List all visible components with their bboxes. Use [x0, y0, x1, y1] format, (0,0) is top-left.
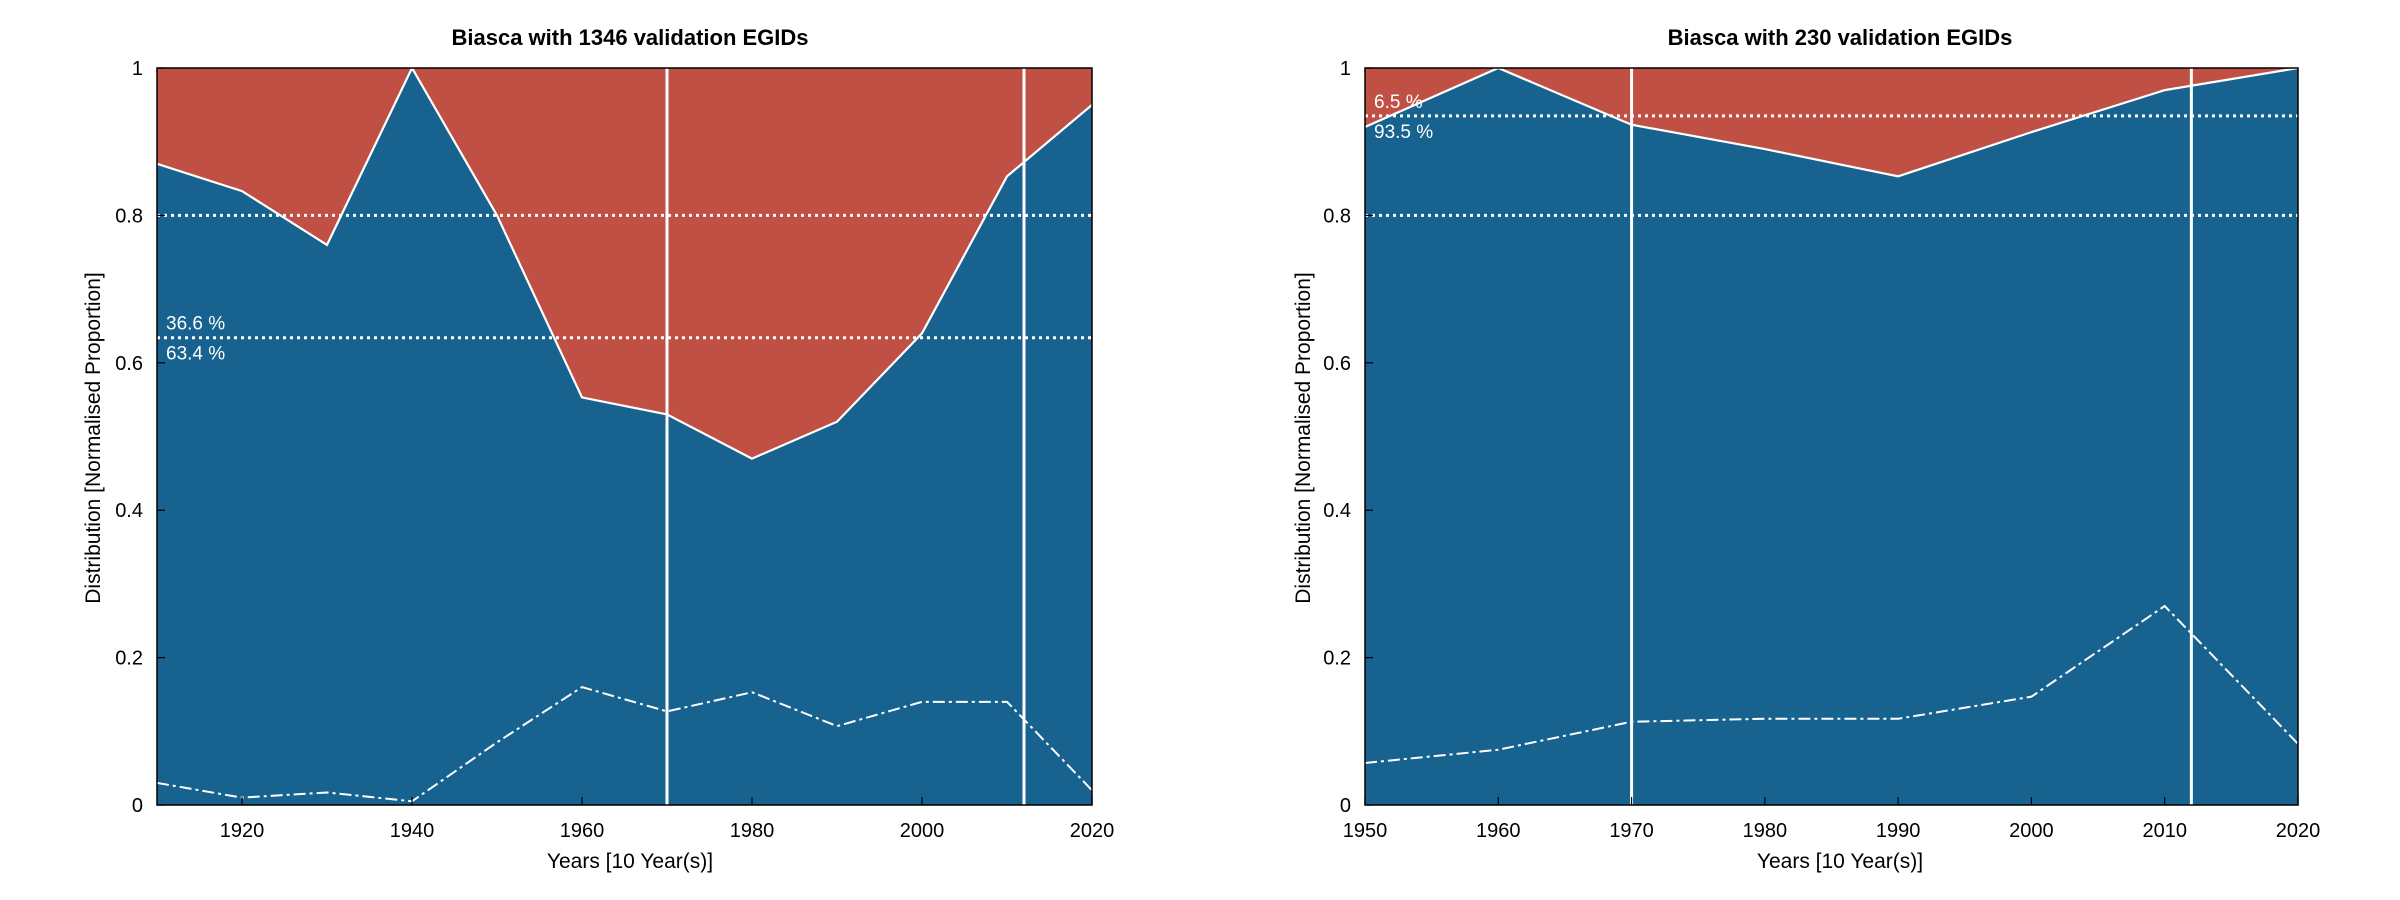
y-axis-label: Distribution [Normalised Proportion] [1292, 272, 1315, 603]
x-tick-label: 1950 [1343, 820, 1388, 842]
chart-panel-left: Biasca with 1346 validation EGIDs Years … [82, 25, 1114, 873]
y-axis-label: Distribution [Normalised Proportion] [82, 272, 105, 603]
x-axis-label: Years [10 Year(s)] [547, 850, 713, 873]
x-tick-label: 1970 [1609, 820, 1654, 842]
x-tick-label: 1980 [1743, 820, 1788, 842]
percent-label-lower: 63.4 % [166, 344, 225, 365]
dashdot-series-line [1364, 604, 2299, 764]
percent-label-upper: 36.6 % [166, 314, 225, 335]
x-tick-label: 1940 [390, 820, 435, 842]
x-tick-label: 2010 [2142, 820, 2187, 842]
x-tick-label: 1920 [220, 820, 265, 842]
x-tick-label: 2020 [1070, 820, 1115, 842]
boundary-line [156, 65, 1093, 460]
chart-title: Biasca with 230 validation EGIDs [1668, 25, 2013, 50]
y-tick-label: 0.8 [1323, 205, 1351, 227]
x-tick-label: 1960 [560, 820, 605, 842]
boundary-line [1364, 66, 2299, 178]
y-tick-label: 0 [132, 795, 143, 817]
x-tick-label: 2000 [900, 820, 945, 842]
y-tick-label: 0.4 [115, 500, 143, 522]
y-tick-label: 0.8 [115, 205, 143, 227]
y-tick-label: 1 [1340, 58, 1351, 80]
y-tick-label: 0.6 [115, 353, 143, 375]
y-tick-label: 0.2 [115, 648, 143, 670]
axes-frame [1364, 67, 2299, 806]
percent-label-upper: 6.5 % [1374, 92, 1423, 113]
y-tick-label: 0.4 [1323, 500, 1351, 522]
area-lower-category [1365, 68, 2298, 805]
plot-area: 36.6 % 63.4 % 1920 1940 1960 1980 2000 2020 0 0.2… [115, 58, 1114, 842]
dashdot-series-line [156, 685, 1093, 803]
x-tick-label: 1990 [1876, 820, 1921, 842]
axes-frame [156, 67, 1093, 806]
y-tick-label: 0.6 [1323, 353, 1351, 375]
x-tick-label: 1980 [730, 820, 775, 842]
y-tick-label: 1 [132, 58, 143, 80]
plot-area: 6.5 % 93.5 % 1950 1960 1970 1980 1990 2000 2010 2… [1323, 58, 2320, 842]
area-lower-category [157, 68, 1092, 805]
y-tick-label: 0 [1340, 795, 1351, 817]
x-tick-label: 2020 [2276, 820, 2321, 842]
x-tick-label: 1960 [1476, 820, 1521, 842]
x-axis-label: Years [10 Year(s)] [1757, 850, 1923, 873]
chart-panel-right: Biasca with 230 validation EGIDs Years [… [1292, 25, 2320, 873]
y-tick-label: 0.2 [1323, 648, 1351, 670]
chart-title: Biasca with 1346 validation EGIDs [451, 25, 808, 50]
percent-label-lower: 93.5 % [1374, 122, 1433, 143]
x-tick-label: 2000 [2009, 820, 2054, 842]
